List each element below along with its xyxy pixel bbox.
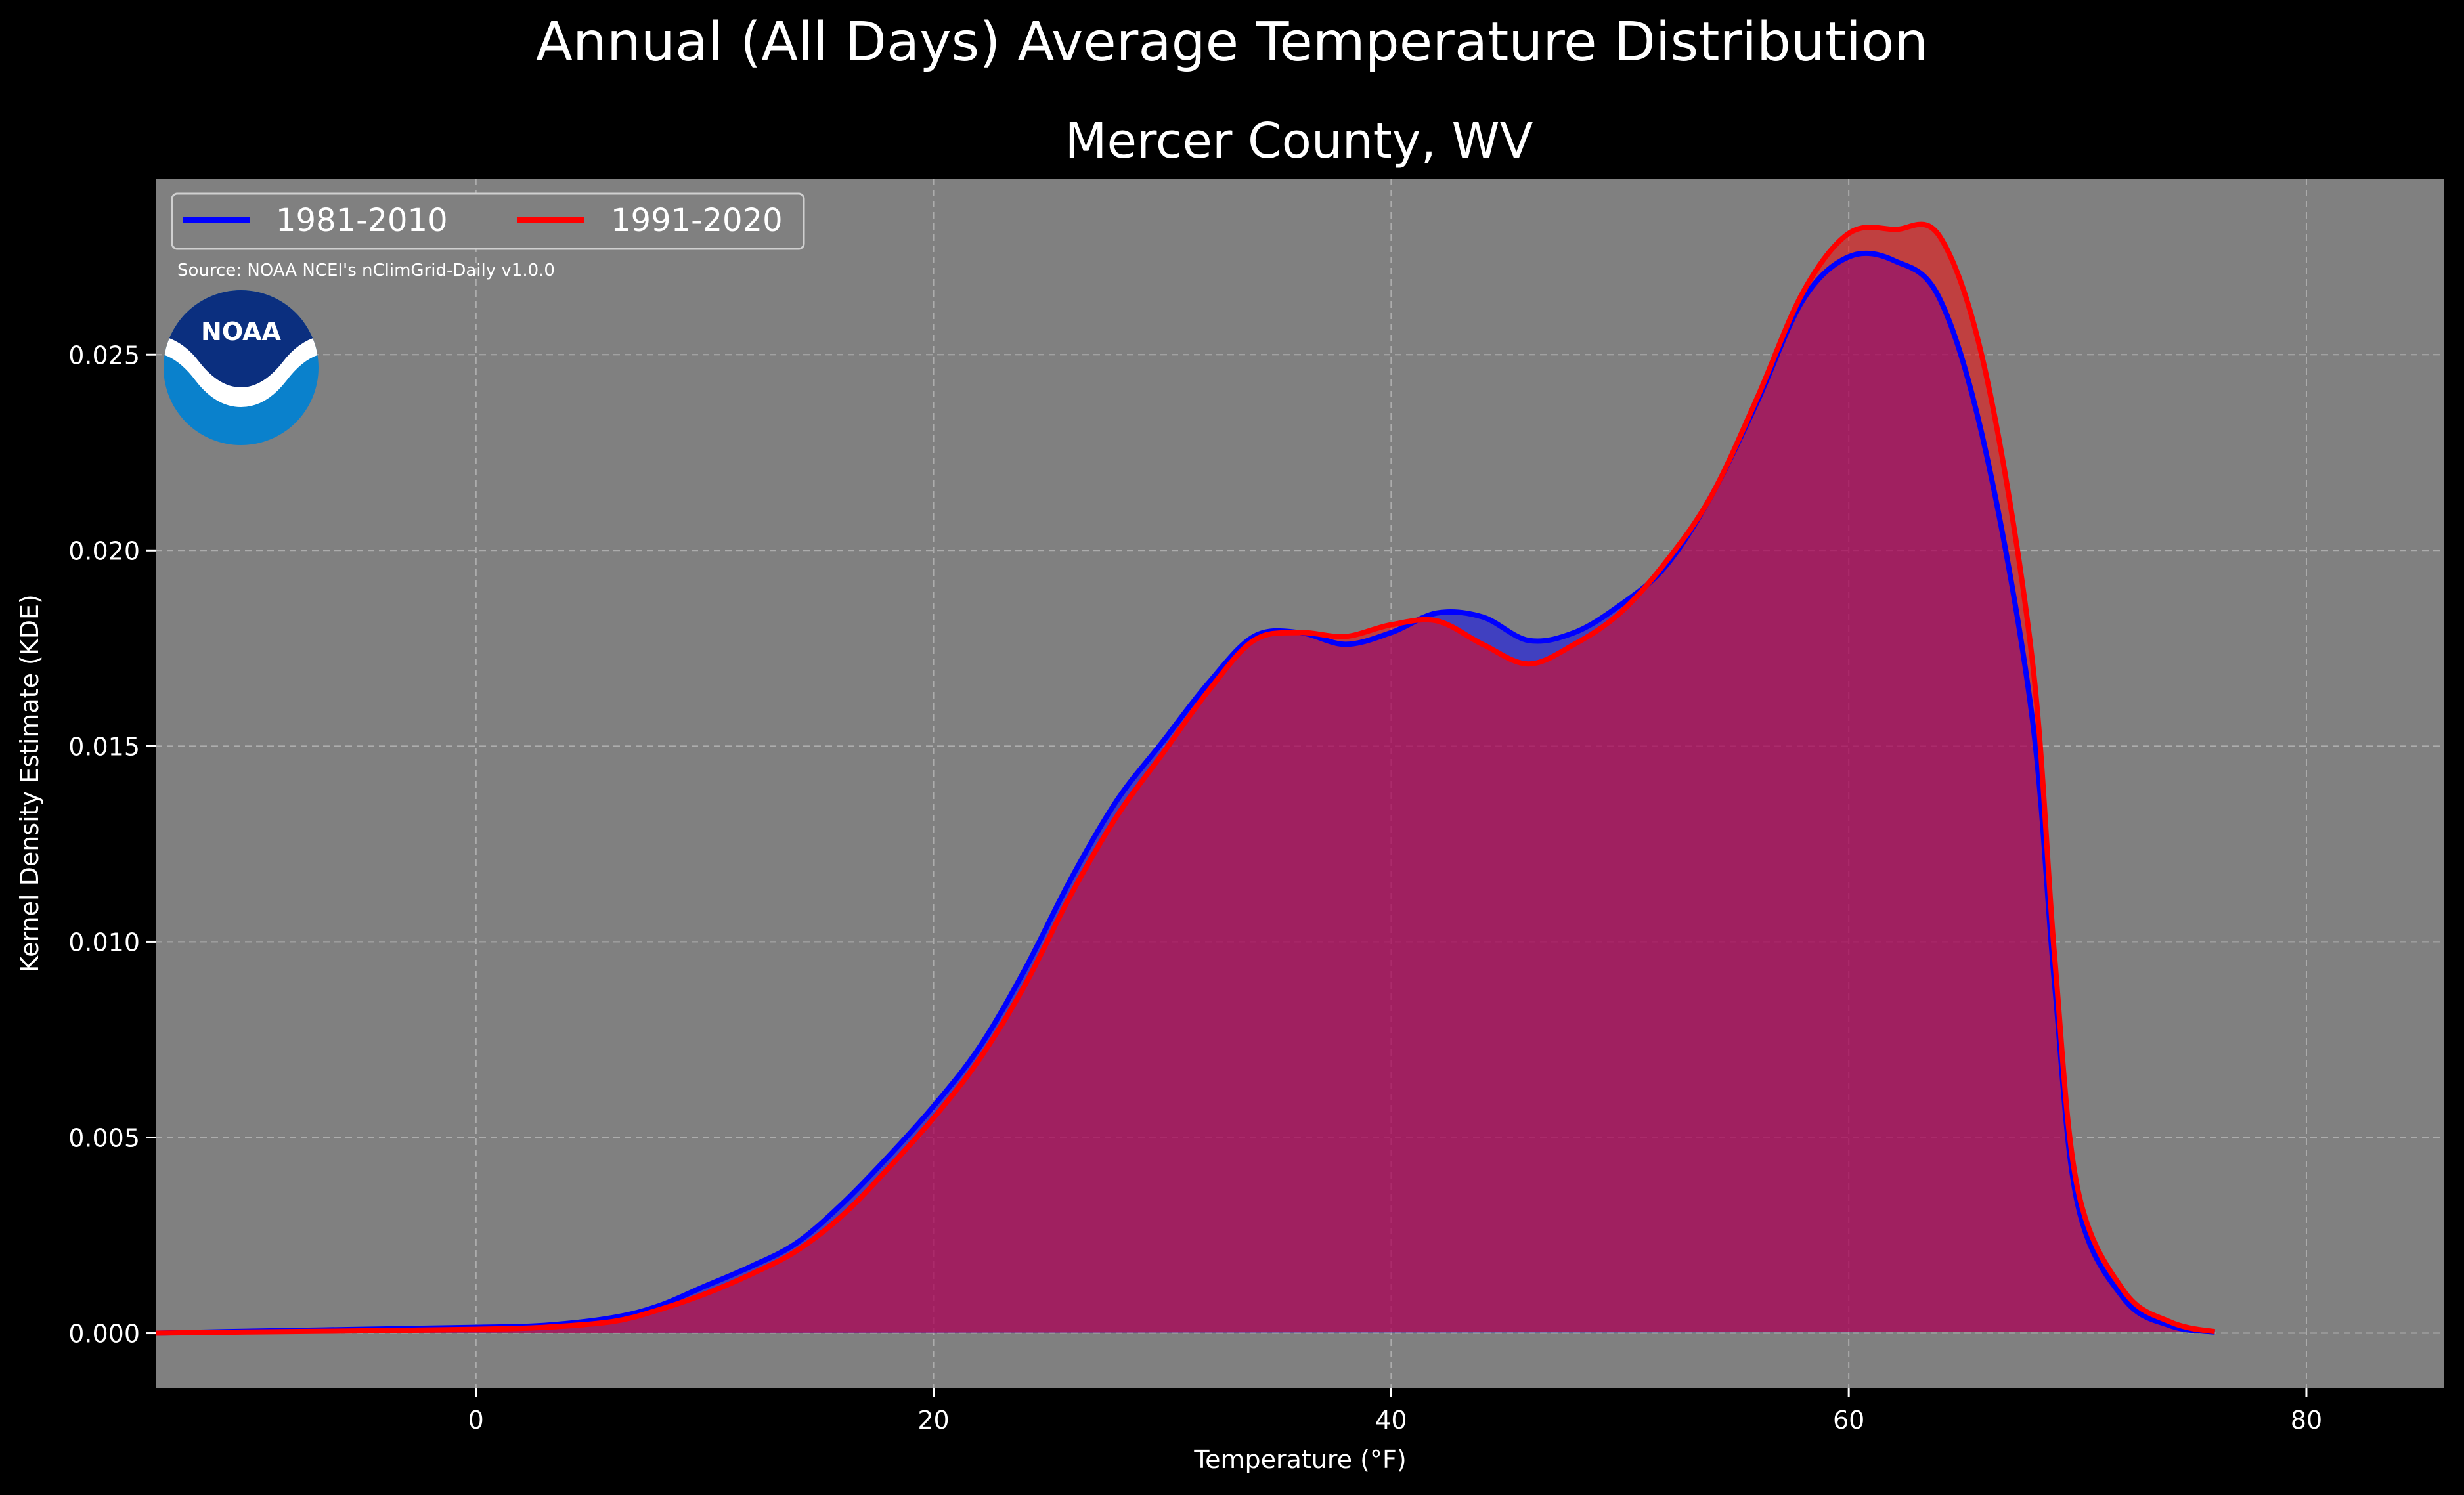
series-fill-1991-2020: [156, 224, 2215, 1333]
noaa-logo: NOAA: [164, 290, 319, 445]
x-tick-label: 0: [468, 1406, 484, 1435]
y-tick-label: 0.020: [68, 536, 140, 565]
legend: 1981-2010 1991-2020: [171, 192, 805, 250]
x-tick-label: 60: [1833, 1406, 1864, 1435]
series-line-1981-2010: [155, 250, 2215, 1336]
series-line-1991-2020: [155, 221, 2216, 1336]
tick-layer: 0 20 40 60 80 0.000 0.005 0.010 0.015 0.020 0.025: [68, 341, 2322, 1435]
figure-title: Annual (All Days) Average Temperature Di…: [536, 11, 1928, 74]
x-axis-label: Temperature (°F): [1193, 1445, 1406, 1474]
chart-title: Mercer County, WV: [1065, 113, 1533, 169]
noaa-logo-sky: [164, 290, 319, 387]
legend-label-1981-2010: 1981-2010: [276, 202, 448, 239]
legend-label-1991-2020: 1991-2020: [611, 202, 783, 239]
y-tick-label: 0.005: [68, 1123, 140, 1152]
y-tick-label: 0.000: [68, 1320, 140, 1349]
x-tick-label: 20: [917, 1406, 949, 1435]
noaa-logo-text: NOAA: [201, 317, 281, 346]
y-tick-label: 0.025: [68, 341, 140, 370]
y-axis-label: Kernel Density Estimate (KDE): [15, 594, 44, 972]
legend-box: [171, 192, 805, 250]
noaa-logo-gull-icon: [164, 336, 319, 407]
series-layer: [155, 221, 2216, 1336]
y-tick-label: 0.010: [68, 928, 140, 957]
y-tick-label: 0.015: [68, 732, 140, 761]
source-text: Source: NOAA NCEI's nClimGrid-Daily v1.0…: [177, 261, 555, 280]
x-tick-label: 40: [1375, 1406, 1407, 1435]
x-tick-label: 80: [2291, 1406, 2322, 1435]
